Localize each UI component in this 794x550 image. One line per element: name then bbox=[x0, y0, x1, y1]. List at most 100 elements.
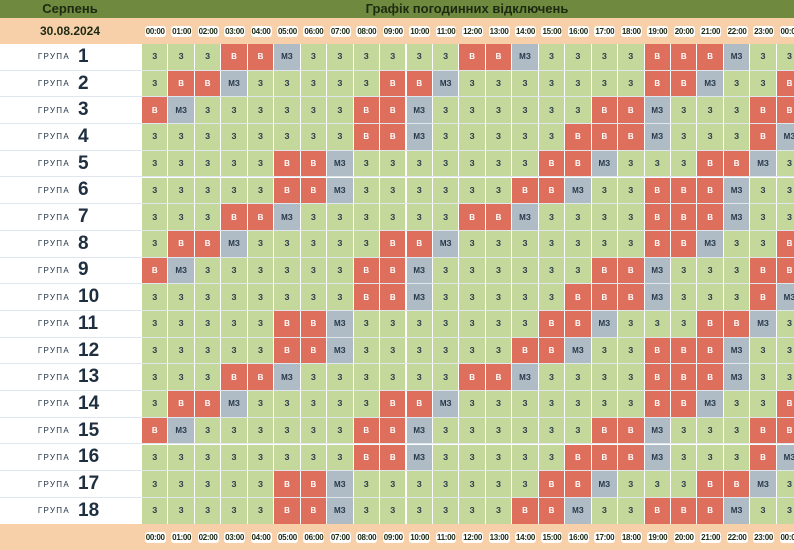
group-word: ГРУПА bbox=[37, 159, 70, 169]
hour-cell: З bbox=[194, 44, 222, 70]
top-time-label: 23:00 bbox=[750, 18, 776, 44]
bottom-time-label: 15:00 bbox=[539, 524, 565, 550]
hour-cell: В bbox=[565, 284, 592, 310]
time-label-text: 08:00 bbox=[356, 25, 378, 37]
time-label-text: 01:00 bbox=[171, 25, 193, 37]
hour-cell: В bbox=[406, 70, 433, 97]
group-row: ГРУПА 11 З З З З З В В МЗ З З З З З З З В В МЗ З З З В В МЗ З bbox=[0, 311, 794, 338]
group-row: ГРУПА 13 З З З В В МЗ З З З З З З В В МЗ З З З З В В В МЗ З З bbox=[0, 364, 794, 392]
group-label: ГРУПА 7 bbox=[0, 204, 140, 230]
hour-cell: З bbox=[723, 124, 751, 150]
group-word: ГРУПА bbox=[37, 212, 70, 222]
hour-cell: В bbox=[697, 177, 724, 204]
hour-cell: З bbox=[565, 391, 592, 417]
hour-cell: З bbox=[512, 417, 539, 444]
hour-cell: В bbox=[644, 177, 671, 204]
group-word: ГРУПА bbox=[37, 452, 70, 462]
hour-cell: З bbox=[432, 150, 460, 177]
hour-cell: З bbox=[671, 124, 698, 150]
hour-cell: З bbox=[485, 471, 513, 497]
hour-cell: З bbox=[697, 97, 724, 124]
bottom-time-label: 00:00 bbox=[142, 524, 168, 550]
top-time-label: 22:00 bbox=[724, 18, 750, 44]
hour-cell: МЗ bbox=[327, 337, 354, 364]
hour-cell: З bbox=[142, 177, 169, 204]
group-number: 7 bbox=[78, 206, 89, 228]
hour-cell: З bbox=[671, 471, 698, 497]
hour-cell: З bbox=[406, 364, 433, 391]
hour-cell: З bbox=[697, 257, 724, 284]
hour-cell: В bbox=[380, 70, 407, 97]
hour-cell: З bbox=[300, 124, 328, 150]
hour-cell: В bbox=[565, 444, 592, 471]
hour-cell: З bbox=[353, 364, 381, 391]
hour-cell: З bbox=[432, 257, 460, 284]
hour-cell: МЗ bbox=[168, 417, 195, 444]
hour-cell: З bbox=[432, 497, 460, 524]
time-label-text: 15:00 bbox=[541, 531, 563, 543]
hour-cell: З bbox=[538, 70, 566, 97]
hour-cell: В bbox=[644, 364, 671, 391]
hour-cell: В bbox=[168, 230, 195, 257]
hour-cell: МЗ bbox=[776, 444, 794, 471]
hour-cell: З bbox=[274, 124, 301, 150]
hour-cell: МЗ bbox=[327, 311, 354, 337]
top-time-label: 05:00 bbox=[274, 18, 300, 44]
hour-cell: З bbox=[432, 364, 460, 391]
hour-cell: З bbox=[485, 70, 513, 97]
hour-cell: З bbox=[565, 204, 592, 230]
hour-cell: В bbox=[380, 284, 407, 310]
top-time-label: 12:00 bbox=[459, 18, 485, 44]
hour-cell: З bbox=[380, 150, 407, 177]
hour-cell: МЗ bbox=[221, 70, 248, 97]
hour-cell: З bbox=[750, 364, 777, 391]
hour-cell: З bbox=[485, 444, 513, 471]
hour-cell: З bbox=[247, 97, 275, 124]
hour-cell: З bbox=[221, 177, 248, 204]
group-number: 17 bbox=[78, 473, 100, 495]
hour-cell: В bbox=[459, 364, 486, 391]
hour-cell: В bbox=[353, 124, 381, 150]
hour-cell: В bbox=[380, 444, 407, 471]
time-label-text: 00:00 bbox=[144, 531, 166, 543]
hour-cell: З bbox=[485, 230, 513, 257]
hour-cell: З bbox=[142, 471, 169, 497]
top-time-label: 03:00 bbox=[221, 18, 247, 44]
hour-cell: МЗ bbox=[723, 337, 751, 364]
hour-cell: В bbox=[671, 230, 698, 257]
bottom-time-label: 10:00 bbox=[407, 524, 433, 550]
hour-cell: В bbox=[644, 337, 671, 364]
hour-cell: В bbox=[671, 391, 698, 417]
hour-cell: З bbox=[459, 230, 486, 257]
group-label: ГРУПА 11 bbox=[0, 311, 140, 337]
hour-cell: З bbox=[142, 204, 169, 230]
hour-cell: В bbox=[565, 150, 592, 177]
hour-cell: В bbox=[274, 497, 301, 524]
hour-cell: МЗ bbox=[723, 44, 751, 70]
hour-cell: МЗ bbox=[644, 124, 671, 150]
hour-cell: З bbox=[485, 150, 513, 177]
group-row: ГРУПА 15 В МЗ З З З З З З В В МЗ З З З З З З В В МЗ З З З В В bbox=[0, 417, 794, 445]
hour-cell: В bbox=[300, 471, 328, 497]
time-label-text: 20:00 bbox=[673, 531, 695, 543]
hour-cell: З bbox=[327, 391, 354, 417]
hour-cell: З bbox=[776, 177, 794, 204]
timeline-header-bottom: 00:00 01:00 02:00 03:00 04:00 05:00 06:00 07:00… bbox=[0, 524, 794, 550]
hour-cell: З bbox=[723, 444, 751, 471]
group-number: 8 bbox=[78, 232, 89, 254]
hour-cell: В bbox=[697, 337, 724, 364]
time-label-text: 00:00 bbox=[779, 25, 794, 37]
time-label-text: 17:00 bbox=[594, 25, 616, 37]
hour-cell: З bbox=[194, 364, 222, 391]
hour-cell: З bbox=[142, 444, 169, 471]
hour-cell: З bbox=[459, 417, 486, 444]
group-word: ГРУПА bbox=[37, 105, 70, 115]
hour-cell: МЗ bbox=[644, 444, 671, 471]
hour-cell: В bbox=[697, 150, 724, 177]
hour-cell: З bbox=[618, 204, 645, 230]
hour-cell: МЗ bbox=[776, 124, 794, 150]
hour-cell: З bbox=[300, 257, 328, 284]
hour-cell: В bbox=[221, 44, 248, 70]
hour-cell: З bbox=[142, 391, 169, 417]
hour-cell: З bbox=[327, 230, 354, 257]
